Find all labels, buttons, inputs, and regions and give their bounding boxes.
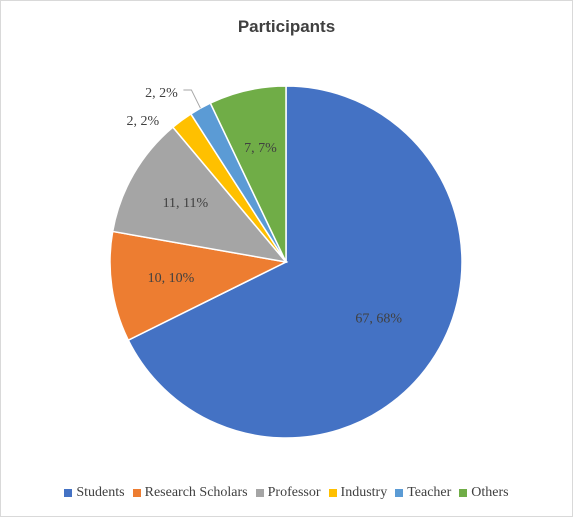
legend-item-others: Others bbox=[459, 485, 509, 501]
legend-swatch-industry bbox=[328, 489, 337, 497]
pie-slice-others bbox=[209, 85, 287, 263]
legend-item-students: Students bbox=[64, 485, 125, 501]
legend: Students Research Scholars Professor Indust… bbox=[1, 485, 572, 501]
legend-item-industry: Industry bbox=[328, 485, 388, 501]
legend-label-professor: Professor bbox=[267, 485, 321, 500]
leader-line-teacher bbox=[183, 89, 201, 109]
legend-swatch-teacher bbox=[395, 489, 404, 497]
legend-item-research-scholars: Research Scholars bbox=[132, 485, 248, 501]
data-label-others: 7, 7% bbox=[244, 141, 277, 156]
pie-slice-research-scholars bbox=[109, 230, 289, 342]
legend-label-teacher: Teacher bbox=[407, 485, 452, 500]
legend-label-students: Students bbox=[76, 485, 125, 500]
legend-item-professor: Professor bbox=[255, 485, 321, 501]
legend-label-industry: Industry bbox=[340, 485, 388, 500]
data-label-industry: 2, 2% bbox=[126, 114, 159, 129]
legend-swatch-students bbox=[64, 489, 73, 497]
data-label-research-scholars: 10, 10% bbox=[148, 271, 195, 286]
legend-label-research-scholars: Research Scholars bbox=[144, 485, 248, 500]
legend-swatch-research-scholars bbox=[132, 489, 141, 497]
data-label-professor: 11, 11% bbox=[163, 196, 209, 211]
pie-slice-students bbox=[127, 85, 463, 439]
legend-swatch-professor bbox=[255, 489, 264, 497]
data-label-teacher: 2, 2% bbox=[145, 86, 178, 101]
chart-title: Participants bbox=[237, 17, 336, 36]
data-label-students: 67, 68% bbox=[355, 312, 402, 327]
legend-swatch-others bbox=[459, 489, 468, 497]
pie-slice-professor bbox=[111, 126, 288, 264]
legend-label-others: Others bbox=[471, 485, 509, 500]
legend-item-teacher: Teacher bbox=[395, 485, 451, 501]
